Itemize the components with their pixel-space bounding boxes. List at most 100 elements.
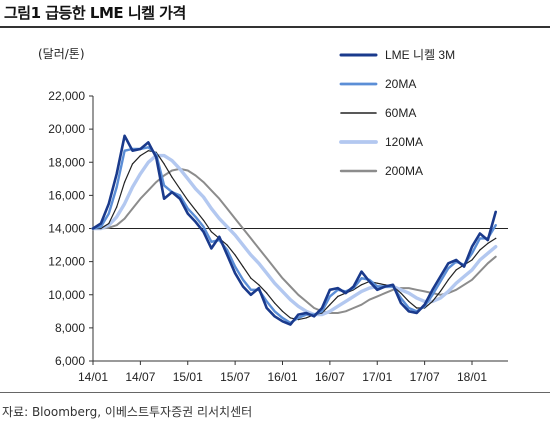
data-point-3 — [281, 290, 284, 292]
data-point-2 — [487, 242, 489, 244]
data-point-1 — [100, 226, 102, 228]
data-point-2 — [471, 259, 473, 261]
data-point-3 — [360, 290, 363, 292]
data-point-1 — [202, 226, 205, 228]
data-point-3 — [416, 297, 418, 299]
data-point-2 — [202, 219, 205, 221]
data-point-0 — [305, 312, 307, 314]
data-point-0 — [250, 294, 252, 296]
data-point-4 — [463, 284, 465, 286]
y-tick-label: 22,000 — [48, 89, 85, 103]
data-point-3 — [139, 173, 141, 175]
data-point-0 — [368, 280, 370, 283]
data-point-3 — [337, 305, 339, 307]
y-tick-label: 8,000 — [55, 321, 85, 335]
data-point-3 — [226, 226, 228, 228]
data-point-4 — [124, 218, 126, 220]
data-point-2 — [242, 266, 244, 268]
y-tick-label: 18,000 — [48, 155, 85, 169]
data-point-3 — [471, 269, 473, 271]
data-point-2 — [416, 307, 418, 309]
data-point-3 — [439, 297, 441, 299]
data-point-1 — [495, 224, 497, 226]
data-point-0 — [234, 272, 236, 274]
x-tick-label: 14/01 — [78, 370, 108, 384]
data-point-0 — [131, 150, 134, 152]
data-point-3 — [487, 252, 489, 254]
data-point-0 — [258, 287, 260, 289]
data-point-0 — [242, 285, 244, 288]
data-point-1 — [250, 289, 252, 291]
data-point-4 — [416, 289, 418, 291]
data-point-0 — [400, 302, 402, 304]
data-point-2 — [384, 284, 386, 286]
data-point-2 — [376, 282, 378, 284]
data-point-0 — [463, 266, 465, 268]
data-point-0 — [108, 203, 110, 205]
data-point-0 — [187, 213, 189, 215]
data-point-0 — [171, 191, 173, 193]
data-point-0 — [455, 259, 457, 261]
data-point-1 — [179, 194, 181, 196]
data-point-1 — [439, 280, 441, 283]
data-point-0 — [92, 227, 94, 230]
data-point-3 — [242, 244, 244, 246]
data-point-2 — [400, 292, 402, 294]
data-point-4 — [455, 289, 457, 291]
data-point-4 — [471, 279, 473, 281]
figure-title: 그림1 급등한 LME 니켈 가격 — [4, 4, 186, 22]
data-point-0 — [179, 198, 181, 200]
data-point-2 — [171, 176, 173, 178]
data-point-2 — [360, 284, 363, 286]
legend-label: 20MA — [385, 77, 416, 91]
data-point-4 — [155, 181, 157, 183]
axes-layer: (달러/톤) 6,000 8,000 10,000 12,000 14,000 16,000… — [38, 47, 508, 384]
data-point-4 — [250, 237, 252, 239]
data-point-2 — [305, 317, 307, 319]
data-point-4 — [439, 294, 441, 296]
data-point-4 — [408, 287, 410, 289]
data-point-1 — [234, 266, 236, 268]
data-point-4 — [424, 290, 426, 292]
data-point-3 — [329, 310, 331, 312]
y-tick-label: 16,000 — [48, 188, 85, 202]
data-point-2 — [329, 304, 331, 306]
data-point-2 — [258, 284, 260, 286]
data-point-3 — [108, 224, 110, 226]
x-tick-label: 17/01 — [362, 370, 392, 384]
data-point-0 — [147, 141, 149, 143]
data-point-4 — [234, 218, 236, 220]
data-point-3 — [297, 305, 299, 307]
data-point-4 — [297, 294, 299, 296]
data-point-4 — [345, 310, 347, 312]
y-tick-label: 6,000 — [55, 354, 85, 368]
data-point-2 — [147, 150, 149, 152]
data-point-3 — [163, 155, 165, 157]
data-point-0 — [100, 222, 102, 225]
data-point-3 — [147, 161, 149, 163]
data-point-4 — [353, 307, 355, 309]
data-point-0 — [313, 315, 315, 317]
data-point-4 — [202, 181, 205, 183]
data-point-0 — [424, 304, 426, 306]
x-tick-label: 14/07 — [125, 370, 155, 384]
data-point-3 — [116, 216, 118, 218]
data-point-2 — [226, 244, 228, 246]
data-point-0 — [163, 198, 165, 200]
data-point-2 — [289, 317, 291, 319]
data-point-3 — [179, 168, 181, 170]
data-point-2 — [431, 300, 434, 302]
data-point-4 — [163, 174, 165, 177]
data-point-4 — [226, 208, 228, 210]
data-point-4 — [210, 189, 212, 191]
data-point-1 — [163, 184, 165, 186]
data-point-3 — [210, 208, 212, 210]
data-point-1 — [116, 186, 118, 188]
data-point-3 — [353, 295, 355, 297]
data-point-1 — [226, 249, 228, 251]
data-point-0 — [447, 262, 449, 264]
data-point-1 — [329, 295, 331, 297]
series-line-1 — [91, 146, 497, 325]
data-point-3 — [447, 290, 449, 292]
